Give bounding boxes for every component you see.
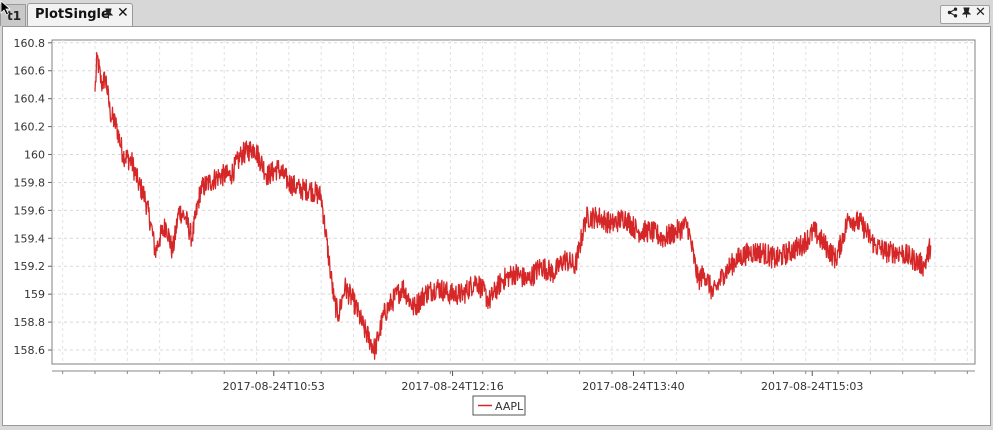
line-chart: 158.6 158.8 159 159.2 159.4 159.6 159.8 160 160.…: [14, 37, 976, 416]
tab-plotsingle-label: PlotSingle: [35, 7, 110, 22]
y-tick-label: 158.8: [14, 316, 46, 329]
y-tick-label: 159: [24, 288, 45, 301]
y-tick-label: 160.8: [14, 37, 46, 50]
close-icon[interactable]: ✕: [975, 5, 986, 20]
tab-plotsingle[interactable]: PlotSingle ✕: [27, 3, 133, 27]
y-tick-label: 160.4: [14, 93, 46, 106]
y-tick-label: 160: [24, 149, 45, 162]
x-tick-label: 2017-08-24T10:53: [223, 380, 325, 393]
pin-icon[interactable]: [103, 8, 114, 22]
window-controls: ✕: [940, 5, 990, 24]
plot-panel: 158.6 158.8 159 159.2 159.4 159.6 159.8 160 160.…: [2, 26, 991, 426]
y-tick-label: 159.6: [14, 204, 46, 217]
plot-area: [51, 39, 976, 365]
x-tick-label: 2017-08-24T15:03: [761, 380, 863, 393]
y-tick-label: 159.4: [14, 232, 46, 245]
y-tick-label: 158.6: [14, 344, 46, 357]
y-tick-label: 159.8: [14, 176, 46, 189]
tab-t1-label: t1: [7, 9, 22, 23]
tab-bar: t1 PlotSingle ✕ ✕: [0, 0, 993, 27]
share-icon[interactable]: [947, 7, 958, 21]
x-tick-label: 2017-08-24T13:40: [582, 380, 684, 393]
legend-label: AAPL: [495, 400, 524, 413]
close-icon[interactable]: ✕: [117, 5, 129, 21]
y-tick-label: 160.6: [14, 65, 46, 78]
pin-icon[interactable]: [961, 7, 972, 21]
y-tick-label: 160.2: [14, 121, 46, 134]
x-tick-label: 2017-08-24T12:16: [401, 380, 503, 393]
y-tick-label: 159.2: [14, 260, 46, 273]
series-line-aapl: [94, 52, 932, 360]
legend-box: [472, 395, 526, 416]
mouse-cursor-icon: [0, 0, 12, 16]
